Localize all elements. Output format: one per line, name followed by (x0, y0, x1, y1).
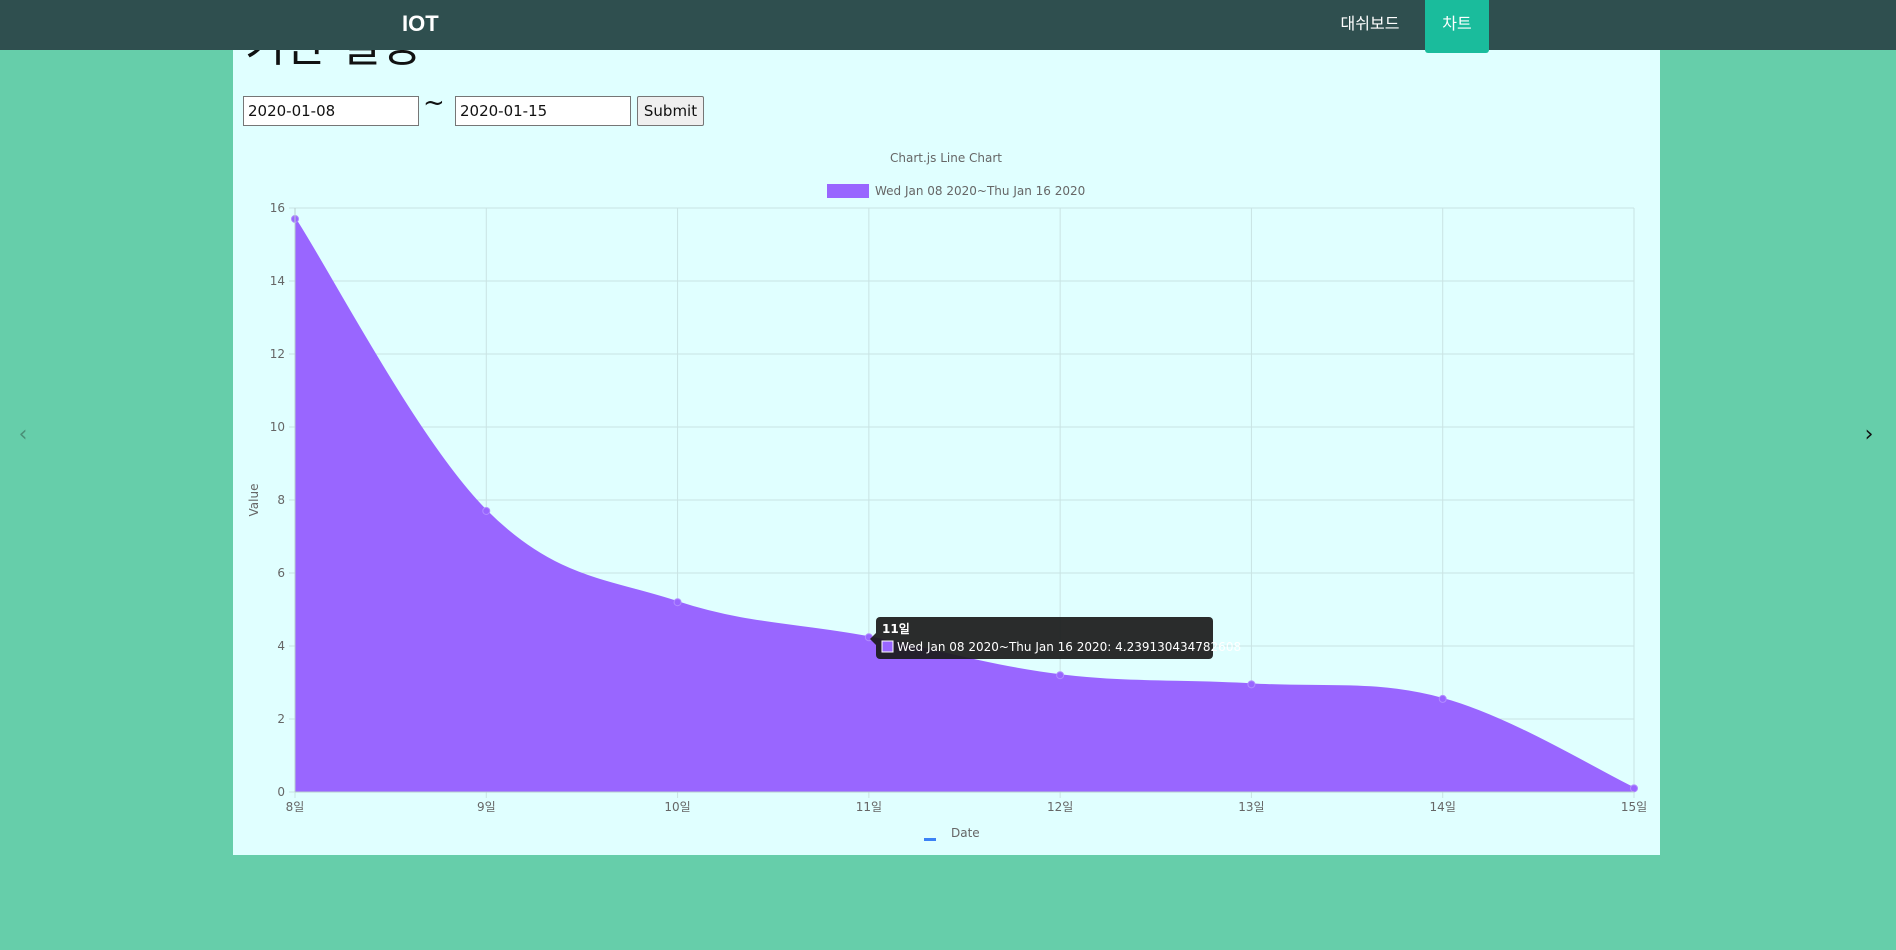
x-tick-label: 9일 (477, 800, 496, 814)
x-tick-label: 8일 (286, 800, 305, 814)
x-tick-label: 12일 (1047, 800, 1073, 814)
submit-button[interactable]: Submit (637, 96, 704, 126)
tooltip-box (876, 617, 1213, 659)
y-axis-label: Value (247, 484, 261, 517)
line-chart[interactable]: Chart.js Line Chart Wed Jan 08 2020~Thu … (233, 50, 1660, 855)
end-date-input[interactable] (455, 96, 631, 126)
legend-label[interactable]: Wed Jan 08 2020~Thu Jan 16 2020 (875, 184, 1085, 198)
x-axis-label-marker (924, 838, 936, 841)
chart-axes: 0 2 4 6 8 10 12 14 16 8일 9일 10일 11일 12일 13일 14일 15일 (270, 201, 1647, 814)
chart-series-area (291, 214, 1638, 793)
y-tick-label: 16 (270, 201, 285, 215)
nav-item-chart[interactable]: 차트 (1425, 0, 1489, 53)
x-tick-label: 13일 (1238, 800, 1264, 814)
brand-logo[interactable]: IOT (402, 11, 439, 36)
chevron-right-icon[interactable]: › (1864, 422, 1874, 447)
legend-swatch[interactable] (827, 184, 869, 198)
y-tick-label: 12 (270, 347, 285, 361)
y-tick-label: 0 (277, 785, 285, 799)
chevron-left-icon[interactable]: ‹ (18, 422, 28, 447)
y-tick-label: 10 (270, 420, 285, 434)
series-point (1056, 671, 1065, 680)
x-tick-label: 10일 (664, 800, 690, 814)
y-tick-label: 14 (270, 274, 285, 288)
y-tick-label: 2 (277, 712, 285, 726)
tooltip-caret (870, 633, 876, 645)
chart-tooltip: 11일 Wed Jan 08 2020~Thu Jan 16 2020: 4.2… (870, 617, 1241, 659)
series-point (482, 506, 491, 515)
nav-item-dashboard[interactable]: 대쉬보드 (1340, 14, 1400, 33)
tooltip-swatch (881, 640, 894, 653)
x-tick-label: 15일 (1621, 800, 1647, 814)
start-date-input[interactable] (243, 96, 419, 126)
series-area-fill (295, 218, 1634, 792)
series-point (673, 598, 682, 607)
x-tick-label: 14일 (1430, 800, 1456, 814)
x-axis-label: Date (951, 826, 980, 840)
y-tick-label: 6 (277, 566, 285, 580)
tooltip-text: Wed Jan 08 2020~Thu Jan 16 2020: 4.23913… (897, 640, 1241, 654)
top-navbar: IOT 대쉬보드 차트 (0, 0, 1896, 53)
page-title: 기간 설정 (245, 50, 421, 70)
series-point (1630, 784, 1638, 793)
page-title-container: 기간 설정 (233, 50, 473, 70)
chart-title: Chart.js Line Chart (890, 151, 1002, 165)
chart-panel: 기간 설정 ~ Submit Chart.js Line Chart Wed J… (233, 50, 1660, 855)
tooltip-title: 11일 (882, 622, 910, 636)
x-tick-label: 11일 (856, 800, 882, 814)
series-point (1247, 680, 1256, 689)
y-tick-label: 4 (277, 639, 285, 653)
series-point (1438, 694, 1447, 703)
date-range-separator: ~ (423, 88, 445, 118)
y-tick-label: 8 (277, 493, 285, 507)
